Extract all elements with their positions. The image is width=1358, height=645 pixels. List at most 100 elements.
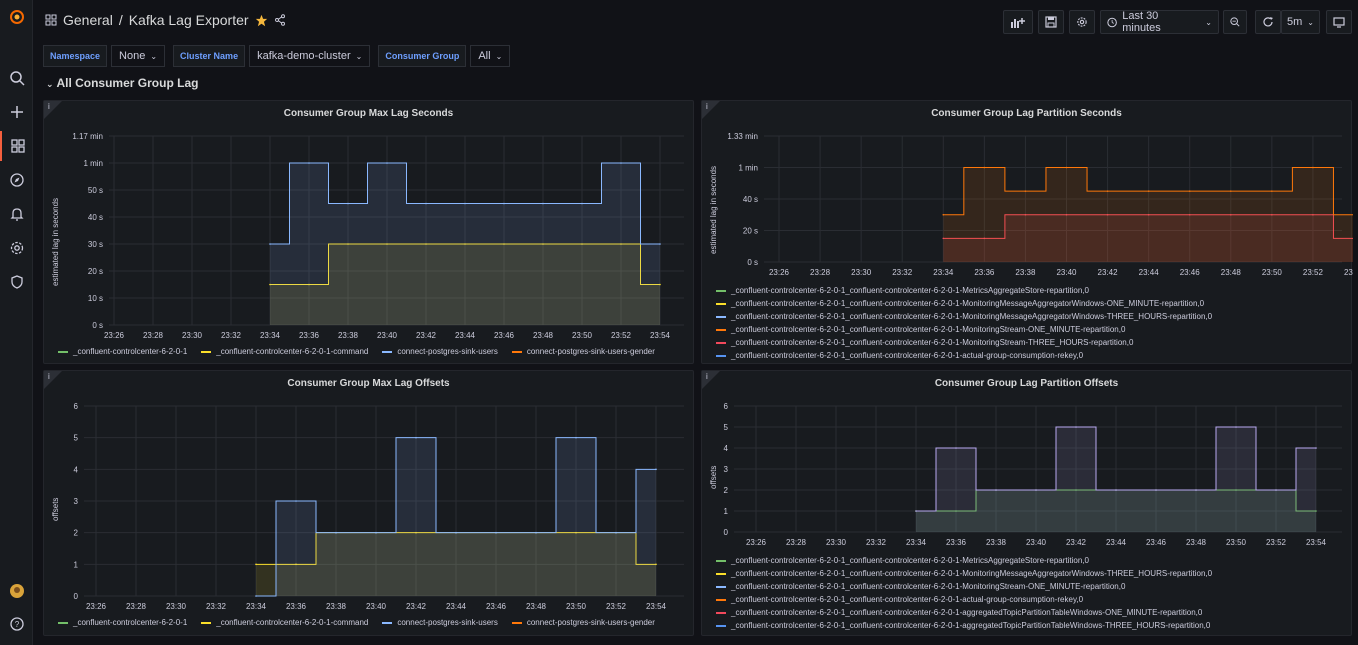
legend-item[interactable]: _confluent-controlcenter-6-2-0-1_conflue… (716, 593, 1212, 606)
data-point[interactable] (269, 283, 271, 286)
breadcrumb-folder[interactable]: General (63, 12, 113, 28)
save-dashboard-button[interactable] (1038, 10, 1064, 34)
data-point[interactable] (503, 202, 505, 205)
legend-item[interactable]: _confluent-controlcenter-6-2-0-1_conflue… (716, 284, 1212, 297)
data-point[interactable] (425, 202, 427, 205)
data-point[interactable] (269, 243, 271, 245)
panel-info-icon[interactable]: i (702, 371, 720, 389)
data-point[interactable] (1312, 166, 1314, 169)
data-point[interactable] (386, 243, 388, 245)
data-point[interactable] (655, 563, 657, 566)
legend-item[interactable]: connect-postgres-sink-users (382, 616, 498, 629)
data-point[interactable] (1235, 426, 1237, 428)
data-point[interactable] (1188, 190, 1191, 192)
data-point[interactable] (1024, 190, 1027, 192)
alerting-bell-icon[interactable] (0, 199, 33, 229)
data-point[interactable] (308, 283, 310, 286)
legend-item[interactable]: connect-postgres-sink-users-gender (511, 616, 655, 629)
data-point[interactable] (1147, 213, 1150, 216)
help-icon[interactable]: ? (0, 609, 33, 639)
user-avatar-icon[interactable] (0, 576, 33, 606)
server-admin-shield-icon[interactable] (0, 267, 33, 297)
series-line[interactable] (916, 426, 1316, 512)
data-point[interactable] (1275, 489, 1277, 491)
data-point[interactable] (1065, 213, 1068, 216)
data-point[interactable] (1235, 489, 1237, 491)
legend-item[interactable]: _confluent-controlcenter-6-2-0-1_conflue… (716, 554, 1212, 567)
data-point[interactable] (983, 237, 986, 240)
data-point[interactable] (655, 468, 657, 471)
data-point[interactable] (255, 563, 257, 566)
data-point[interactable] (386, 162, 388, 164)
panel-info-icon[interactable]: i (44, 101, 62, 119)
data-point[interactable] (581, 202, 583, 205)
time-picker-button[interactable]: Last 30 minutes ⌄ (1100, 10, 1219, 34)
legend-item[interactable]: _confluent-controlcenter-6-2-0-1-command (201, 345, 368, 358)
data-point[interactable] (575, 531, 577, 534)
data-point[interactable] (542, 243, 544, 245)
data-point[interactable] (1115, 489, 1117, 491)
panel-info-icon[interactable]: i (44, 371, 62, 389)
panel-consumer-group-max-lag-seconds[interactable]: i Consumer Group Max Lag Seconds estimat… (43, 100, 694, 364)
data-point[interactable] (620, 162, 622, 164)
legend-item[interactable]: _confluent-controlcenter-6-2-0-1_conflue… (716, 310, 1212, 323)
data-point[interactable] (1075, 426, 1077, 428)
data-point[interactable] (659, 283, 661, 286)
data-point[interactable] (308, 162, 310, 164)
share-icon[interactable] (274, 14, 286, 26)
series-line[interactable] (943, 167, 1353, 216)
panel-title[interactable]: Consumer Group Max Lag Offsets (287, 378, 450, 389)
data-point[interactable] (1155, 489, 1157, 491)
zoom-out-button[interactable] (1223, 10, 1247, 34)
data-point[interactable] (1195, 489, 1197, 491)
panel-consumer-group-lag-partition-offsets[interactable]: i Consumer Group Lag Partition Offsets o… (701, 370, 1352, 636)
legend-item[interactable]: _confluent-controlcenter-6-2-0-1_conflue… (716, 580, 1212, 593)
legend-item[interactable]: _confluent-controlcenter-6-2-0-1_conflue… (716, 606, 1212, 619)
panel-info-icon[interactable]: i (702, 101, 720, 119)
data-point[interactable] (1075, 489, 1077, 491)
data-point[interactable] (464, 243, 466, 245)
data-point[interactable] (425, 243, 427, 245)
data-point[interactable] (1065, 166, 1068, 169)
data-point[interactable] (347, 243, 349, 245)
variable-cluster-name-select[interactable]: kafka-demo-cluster ⌄ (249, 45, 371, 67)
star-icon[interactable] (255, 14, 268, 27)
data-point[interactable] (347, 202, 349, 205)
explore-compass-icon[interactable] (0, 165, 33, 195)
legend-item[interactable]: connect-postgres-sink-users-gender (511, 345, 655, 358)
timeseries-chart[interactable]: 0 s 20 s 40 s 1 min 1.33 min 23:26 23:28 23:30 2… (702, 101, 1353, 365)
data-point[interactable] (942, 237, 945, 240)
dashboard-settings-button[interactable] (1069, 10, 1095, 34)
data-point[interactable] (1106, 213, 1109, 216)
grafana-logo-icon[interactable] (0, 2, 33, 32)
data-point[interactable] (375, 531, 377, 534)
data-point[interactable] (1024, 213, 1027, 216)
timeseries-chart[interactable]: 0 1 2 3 4 5 6 23:26 23:28 23:30 23:32 23:34 23:36 23:… (44, 371, 695, 637)
search-icon[interactable] (0, 63, 33, 93)
data-point[interactable] (955, 510, 957, 512)
timeseries-chart[interactable]: 0 1 2 3 4 5 6 23:26 23:28 23:30 23:32 23:34 23:36 23:… (702, 371, 1353, 637)
data-point[interactable] (955, 447, 957, 449)
data-point[interactable] (1229, 190, 1232, 192)
legend-item[interactable]: _confluent-controlcenter-6-2-0-1_conflue… (716, 297, 1212, 310)
panel-title[interactable]: Consumer Group Lag Partition Seconds (931, 108, 1122, 119)
legend-item[interactable]: _confluent-controlcenter-6-2-0-1_conflue… (716, 619, 1212, 632)
data-point[interactable] (455, 531, 457, 534)
series-line[interactable] (270, 162, 660, 245)
legend-item[interactable]: _confluent-controlcenter-6-2-0-1 (58, 345, 187, 358)
legend-item[interactable]: _confluent-controlcenter-6-2-0-1_conflue… (716, 349, 1212, 362)
legend-item[interactable]: _confluent-controlcenter-6-2-0-1_conflue… (716, 323, 1212, 336)
data-point[interactable] (942, 213, 945, 216)
data-point[interactable] (915, 510, 917, 512)
legend-item[interactable]: _confluent-controlcenter-6-2-0-1_conflue… (716, 336, 1212, 349)
data-point[interactable] (1315, 510, 1317, 512)
data-point[interactable] (503, 243, 505, 245)
panel-title[interactable]: Consumer Group Max Lag Seconds (283, 108, 454, 119)
panel-consumer-group-lag-partition-seconds[interactable]: i Consumer Group Lag Partition Seconds e… (701, 100, 1353, 365)
data-point[interactable] (575, 436, 577, 439)
data-point[interactable] (495, 531, 497, 534)
data-point[interactable] (620, 243, 622, 245)
data-point[interactable] (995, 489, 997, 491)
plus-icon[interactable] (0, 97, 33, 127)
timeseries-chart[interactable]: 0 s 10 s 20 s 30 s 40 s 50 s 1 min 1.17 min 23:2… (44, 101, 695, 365)
